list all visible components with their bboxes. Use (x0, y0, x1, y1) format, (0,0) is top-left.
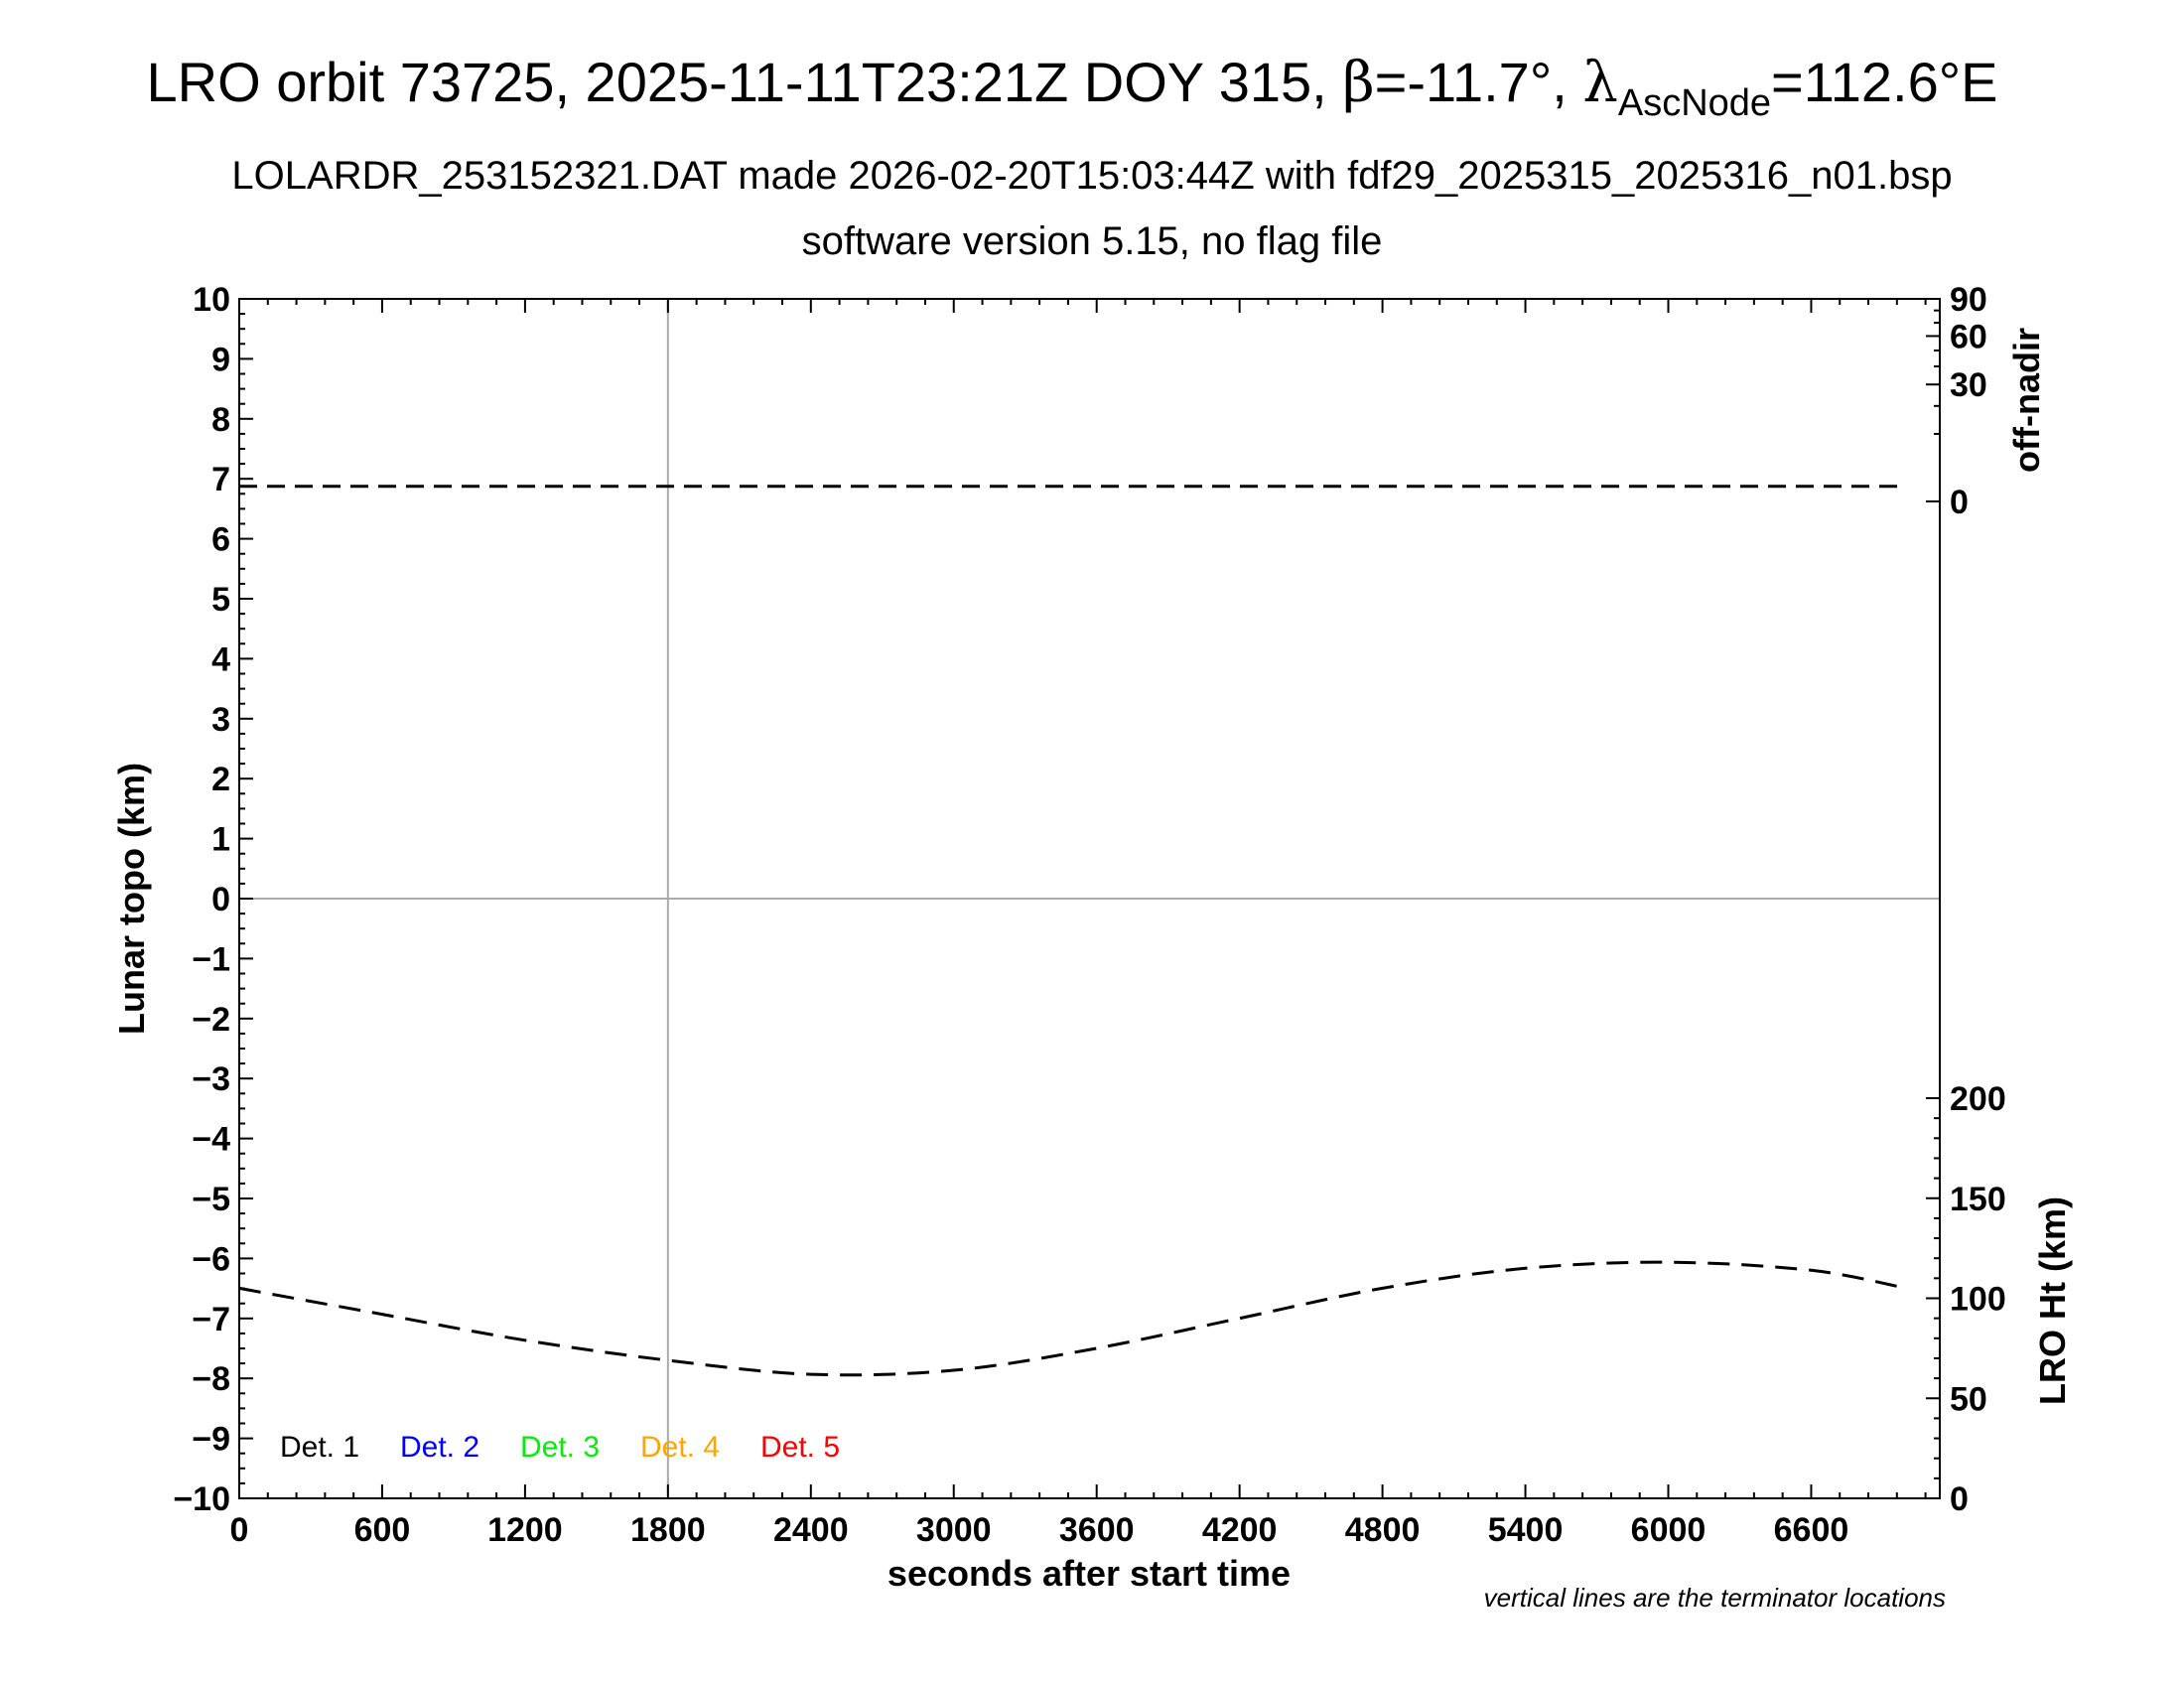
legend-entry-det1: Det. 1 (280, 1431, 359, 1464)
y-tick-label-left: 10 (193, 281, 230, 319)
x-tick-label: 2400 (773, 1511, 849, 1549)
lambda-subscript: AscNode (1618, 82, 1771, 124)
terminator-footnote: vertical lines are the terminator locati… (1484, 1583, 1946, 1613)
off-nadir-tick-label: 60 (1950, 318, 1987, 355)
y-tick-label-left: 4 (211, 640, 230, 678)
y-tick-label-left: 8 (211, 401, 230, 439)
off-nadir-tick-label: 30 (1950, 366, 1987, 404)
x-tick-label: 3000 (916, 1511, 992, 1549)
beta-value: =-11.7°, (1375, 51, 1583, 113)
minor-ticks (238, 298, 1940, 1499)
grid-layer (239, 299, 1940, 1498)
y-tick-label-left: 1 (211, 821, 230, 859)
x-tick-label: 1800 (630, 1511, 706, 1549)
legend-entry-det5: Det. 5 (760, 1431, 840, 1464)
x-axis-label: seconds after start time (887, 1553, 1291, 1594)
lro-ht-tick-label: 200 (1950, 1080, 2006, 1118)
lro-ht-tick-label: 100 (1950, 1281, 2006, 1319)
legend: Det. 1 Det. 2 Det. 3 Det. 4 Det. 5 (280, 1431, 840, 1464)
x-tick-labels: 0 600 1200 1800 2400 3000 3600 4200 4800 5400 6000… (230, 1511, 1849, 1549)
lro-ht-tick-labels: 200 150 100 50 0 (1950, 1080, 2006, 1518)
lambda-symbol: λ (1582, 51, 1618, 115)
beta-symbol: β (1342, 51, 1374, 115)
chart-subtitle-1: LOLARDR_253152321.DAT made 2026-02-20T15… (231, 154, 1952, 198)
series-layer (238, 485, 1907, 1377)
y-tick-label-left: 9 (211, 341, 230, 378)
x-tick-label: 6000 (1631, 1511, 1706, 1549)
y-axis-label-off-nadir: off-nadir (2006, 328, 2047, 473)
legend-entry-det2: Det. 2 (400, 1431, 479, 1464)
y-tick-label-left: −2 (192, 1001, 230, 1039)
y-tick-label-left: 2 (211, 761, 230, 798)
y-tick-label-left: −10 (173, 1480, 230, 1518)
chart-title: LRO orbit 73725, 2025-11-11T23:21Z DOY 3… (147, 51, 1998, 124)
x-tick-label: 600 (354, 1511, 411, 1549)
lro-ht-tick-label: 150 (1950, 1181, 2006, 1218)
y-tick-label-left: 5 (211, 581, 230, 619)
chart-subtitle-2: software version 5.15, no flag file (802, 219, 1383, 263)
y-tick-label-left: −6 (192, 1240, 230, 1278)
lro-ht-tick-label: 0 (1950, 1480, 1969, 1518)
y-tick-label-left: −5 (192, 1181, 230, 1218)
y-tick-label-left: −4 (192, 1121, 230, 1159)
y-tick-label-left: 6 (211, 521, 230, 559)
y-tick-label-left: 7 (211, 461, 230, 498)
x-tick-label: 4200 (1202, 1511, 1278, 1549)
x-tick-label: 5400 (1488, 1511, 1564, 1549)
y-tick-label-left: −9 (192, 1421, 230, 1459)
x-tick-label: 6600 (1774, 1511, 1849, 1549)
legend-entry-det3: Det. 3 (520, 1431, 600, 1464)
off-nadir-tick-label: 0 (1950, 484, 1969, 521)
lro-height-series-line (238, 1260, 1907, 1377)
off-nadir-tick-label: 90 (1950, 281, 1987, 319)
x-tick-label: 3600 (1059, 1511, 1135, 1549)
y-tick-label-left: −8 (192, 1360, 230, 1398)
x-tick-label: 1200 (487, 1511, 563, 1549)
title-prefix: LRO orbit 73725, 2025-11-11T23:21Z DOY 3… (147, 51, 1343, 113)
x-tick-label: 0 (230, 1511, 249, 1549)
y-tick-label-left: 3 (211, 701, 230, 739)
y-axis-label-left: Lunar topo (km) (111, 763, 152, 1035)
y-tick-label-left: 0 (211, 881, 230, 918)
y-tick-label-left: −1 (192, 940, 230, 978)
y-tick-label-left: −7 (192, 1301, 230, 1338)
y-axis-label-lro-ht: LRO Ht (km) (2032, 1196, 2073, 1405)
lambda-value: =112.6°E (1771, 51, 1997, 113)
y-tick-label-left: −3 (192, 1060, 230, 1098)
x-tick-label: 4800 (1345, 1511, 1421, 1549)
legend-entry-det4: Det. 4 (640, 1431, 720, 1464)
lro-ht-tick-label: 50 (1950, 1380, 1987, 1418)
